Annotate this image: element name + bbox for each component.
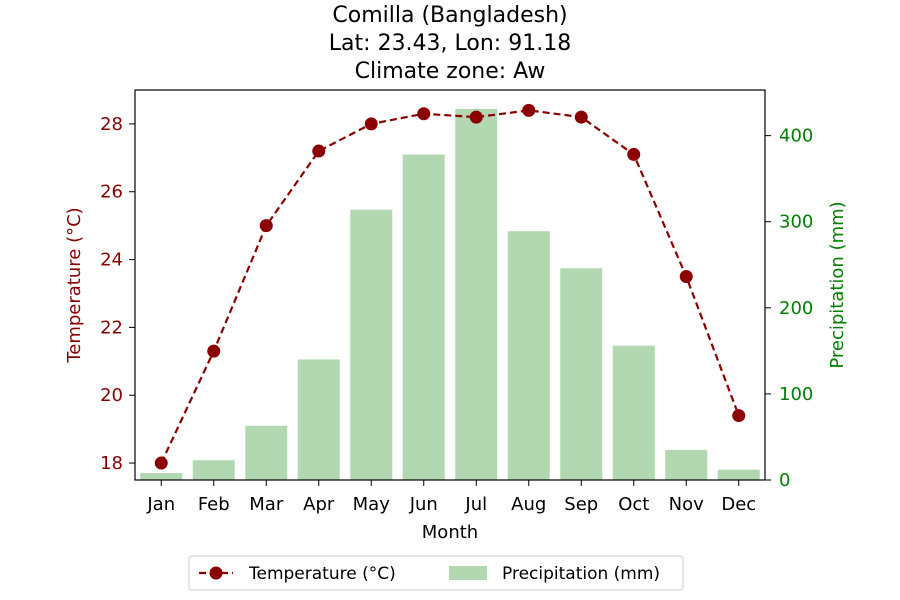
- temp-point-jun: [417, 107, 431, 121]
- bar-mar: [245, 425, 288, 480]
- right-axis-label: Precipitation (mm): [827, 201, 848, 368]
- x-tick-label-dec: Dec: [721, 494, 756, 515]
- chart-title: Comilla (Bangladesh) Lat: 23.43, Lon: 91.…: [329, 3, 571, 84]
- x-tick-label-sep: Sep: [564, 494, 598, 515]
- right-tick-label-400: 400: [779, 126, 813, 147]
- temp-point-nov: [679, 270, 693, 284]
- x-tick-label-mar: Mar: [249, 494, 284, 515]
- x-axis-label: Month: [422, 522, 478, 543]
- temperature-line: [160, 109, 740, 464]
- x-tick-label-nov: Nov: [669, 494, 704, 515]
- bar-oct: [612, 345, 655, 480]
- legend-temp-label: Temperature (°C): [248, 564, 396, 584]
- temp-point-oct: [627, 147, 641, 161]
- temp-point-apr: [312, 144, 326, 158]
- bar-jul: [455, 108, 498, 480]
- bar-jan: [140, 473, 183, 480]
- x-tick-label-jul: Jul: [464, 494, 487, 515]
- x-tick-label-jan: Jan: [146, 494, 175, 515]
- temp-point-dec: [732, 409, 746, 423]
- bar-may: [350, 209, 393, 480]
- legend-temp-marker: [209, 566, 223, 580]
- temp-point-mar: [259, 219, 273, 233]
- bar-aug: [507, 231, 550, 480]
- bar-jun: [402, 154, 445, 481]
- left-tick-label-24: 24: [100, 250, 123, 271]
- title-line-2: Lat: 23.43, Lon: 91.18: [329, 31, 571, 56]
- temp-point-feb: [207, 344, 221, 358]
- legend-box: [188, 555, 684, 591]
- right-tick-label-300: 300: [779, 212, 813, 233]
- plot-frame: [134, 89, 766, 481]
- temp-point-sep: [574, 110, 588, 124]
- x-tick-label-aug: Aug: [511, 494, 546, 515]
- temp-point-may: [364, 117, 378, 131]
- temp-point-aug: [522, 103, 536, 117]
- left-tick-label-18: 18: [100, 453, 123, 474]
- left-axis-label: Temperature (°C): [64, 207, 85, 363]
- x-tick-label-jun: Jun: [409, 494, 438, 515]
- legend-precip-swatch: [449, 566, 487, 580]
- left-tick-label-28: 28: [100, 114, 123, 135]
- right-tick-label-0: 0: [779, 470, 790, 491]
- left-tick-label-20: 20: [100, 385, 123, 406]
- legend: Temperature (°C) Precipitation (mm): [188, 555, 684, 591]
- left-tick-label-22: 22: [100, 317, 123, 338]
- bar-sep: [560, 268, 603, 480]
- legend-precip-label: Precipitation (mm): [502, 564, 660, 584]
- title-line-1: Comilla (Bangladesh): [332, 3, 567, 28]
- temperature-series: [154, 103, 746, 470]
- bar-nov: [665, 449, 708, 480]
- bar-apr: [297, 359, 340, 480]
- x-tick-label-may: May: [353, 494, 391, 515]
- right-tick-label-100: 100: [779, 384, 813, 405]
- x-tick-label-apr: Apr: [303, 494, 335, 515]
- bar-dec: [717, 469, 760, 480]
- precipitation-bars: [140, 108, 760, 481]
- bar-feb: [192, 460, 235, 480]
- x-tick-label-oct: Oct: [618, 494, 649, 515]
- temp-point-jan: [154, 456, 168, 470]
- x-tick-label-feb: Feb: [198, 494, 230, 515]
- title-line-3: Climate zone: Aw: [355, 59, 546, 84]
- temp-point-jul: [469, 110, 483, 124]
- left-tick-label-26: 26: [100, 182, 123, 203]
- chart-axes: Jan Feb Mar Apr May Jun Jul Aug Sep Oct Nov Dec Mont…: [64, 89, 848, 543]
- right-tick-label-200: 200: [779, 298, 813, 319]
